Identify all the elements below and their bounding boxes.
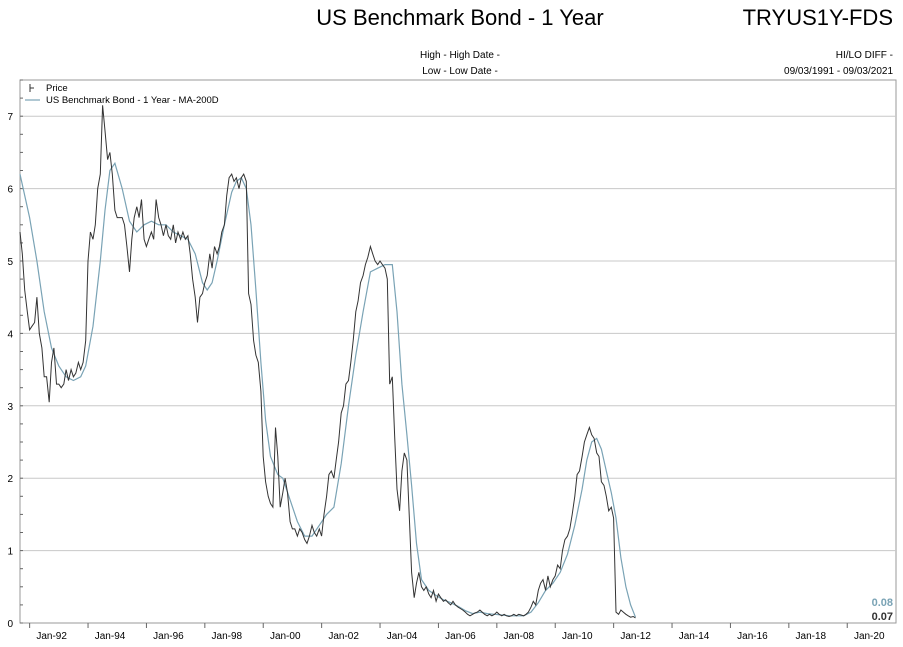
ticker-symbol: TRYUS1Y-FDS — [742, 5, 893, 30]
y-tick-label: 0 — [7, 619, 13, 630]
low-info: Low - Low Date - — [422, 66, 498, 77]
chart-title: US Benchmark Bond - 1 Year — [316, 5, 604, 30]
legend-ma-label: US Benchmark Bond - 1 Year - MA-200D — [46, 95, 219, 106]
y-tick-label: 6 — [7, 185, 13, 196]
x-tick-label: Jan-10 — [562, 631, 593, 642]
y-axis: 0 1 2 3 4 5 6 7 — [7, 79, 23, 630]
end-value-labels: 0.08 0.07 — [872, 597, 893, 623]
price-line — [19, 105, 636, 619]
x-tick-label: Jan-00 — [270, 631, 301, 642]
x-tick-label: Jan-94 — [95, 631, 126, 642]
hilo-diff-label: HI/LO DIFF - — [835, 50, 893, 61]
x-tick-label: Jan-02 — [328, 631, 359, 642]
y-tick-label: 4 — [7, 329, 13, 340]
legend-price-label: Price — [46, 83, 68, 94]
ma-200d-line — [19, 161, 637, 618]
x-tick-label: Jan-92 — [36, 631, 67, 642]
ma-last-value-label: 0.08 — [872, 597, 893, 609]
grid-lines — [20, 115, 896, 552]
x-tick-label: Jan-16 — [737, 631, 768, 642]
y-tick-label: 7 — [7, 112, 13, 123]
x-tick-label: Jan-14 — [679, 631, 710, 642]
high-info: High - High Date - — [419, 50, 501, 61]
x-tick-label: Jan-04 — [387, 631, 418, 642]
y-tick-label: 2 — [7, 474, 13, 485]
x-axis: Jan-92 Jan-94 Jan-96 Jan-98 Jan-00 Jan-02 Jan-… — [29, 623, 885, 642]
x-tick-label: Jan-98 — [212, 631, 243, 642]
y-tick-label: 5 — [7, 257, 13, 268]
x-tick-label: Jan-96 — [153, 631, 184, 642]
x-tick-label: Jan-18 — [796, 631, 827, 642]
y-tick-label: 1 — [7, 547, 13, 558]
series-lines — [19, 105, 637, 619]
date-range: 09/03/1991 - 09/03/2021 — [784, 66, 893, 77]
x-tick-label: Jan-20 — [854, 631, 885, 642]
price-last-value-label: 0.07 — [872, 611, 893, 623]
x-tick-label: Jan-08 — [504, 631, 535, 642]
x-tick-label: Jan-06 — [445, 631, 476, 642]
legend: Price US Benchmark Bond - 1 Year - MA-20… — [25, 83, 219, 106]
plot-frame — [19, 79, 897, 624]
y-tick-label: 3 — [7, 402, 13, 413]
x-tick-label: Jan-12 — [620, 631, 651, 642]
